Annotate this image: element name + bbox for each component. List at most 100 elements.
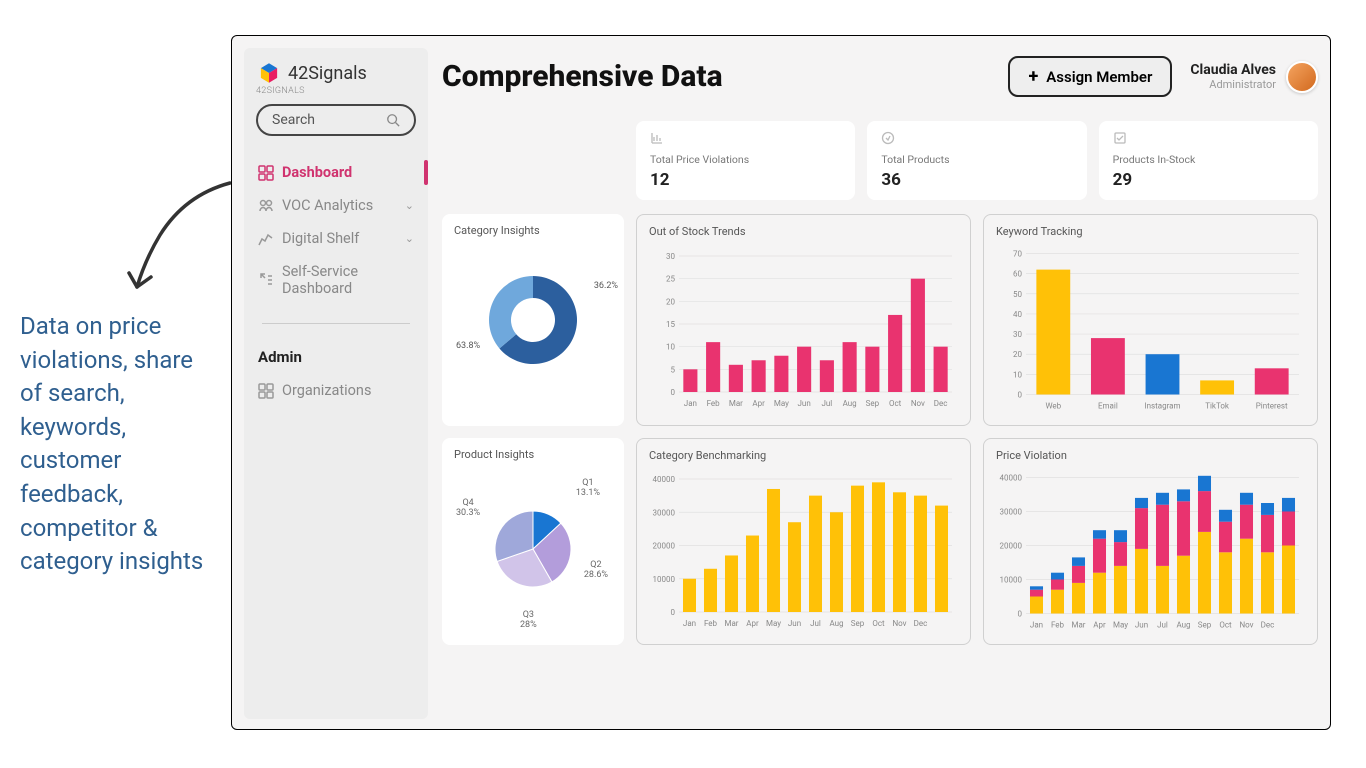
svg-text:Mar: Mar: [1071, 621, 1085, 630]
stat-card: Total Price Violations12: [636, 121, 855, 200]
app-name: 42Signals: [288, 63, 367, 84]
stat-icon: [1113, 131, 1127, 145]
svg-text:Aug: Aug: [1176, 621, 1190, 630]
stat-value: 12: [650, 170, 841, 190]
charts-grid: Category Insights 63.8% 36.2% Out of Sto…: [442, 214, 1318, 638]
svg-text:Jul: Jul: [1157, 621, 1168, 630]
svg-text:Sep: Sep: [1198, 621, 1212, 630]
card-category-benchmarking: Category Benchmarking 010000200003000040…: [636, 438, 971, 645]
svg-text:0: 0: [671, 388, 676, 397]
svg-text:Jun: Jun: [1135, 621, 1148, 630]
plus-icon: +: [1028, 66, 1038, 87]
stat-card: Total Products36: [867, 121, 1086, 200]
card-category-insights: Category Insights 63.8% 36.2%: [442, 214, 624, 426]
user-role: Administrator: [1190, 78, 1276, 91]
card-product-insights: Product Insights Q113.1% Q228.6% Q328% Q…: [442, 438, 624, 645]
svg-text:30: 30: [1013, 330, 1022, 339]
svg-text:May: May: [774, 399, 789, 408]
chart-title: Keyword Tracking: [996, 225, 1305, 238]
svg-text:Feb: Feb: [707, 399, 721, 408]
header-row: Comprehensive Data + Assign Member Claud…: [442, 48, 1318, 97]
chevron-down-icon: ⌄: [405, 199, 414, 212]
svg-text:20: 20: [1013, 350, 1022, 359]
pie-label-q2: Q228.6%: [584, 561, 608, 581]
svg-text:30000: 30000: [1000, 508, 1023, 517]
stat-icon: [650, 131, 664, 145]
bar-chart: 010203040506070WebEmailInstagramTikTokPi…: [996, 246, 1305, 414]
stats-row: Total Price Violations12Total Products36…: [636, 121, 1318, 200]
sidebar-item-label: Self-Service Dashboard: [282, 263, 414, 297]
sidebar-item-label: VOC Analytics: [282, 197, 373, 214]
svg-text:Email: Email: [1098, 402, 1118, 411]
sidebar-item-shelf[interactable]: Digital Shelf⌄: [256, 222, 416, 255]
logo-row: 42Signals: [256, 60, 416, 86]
svg-text:Nov: Nov: [892, 619, 906, 628]
card-keyword-tracking: Keyword Tracking 010203040506070WebEmail…: [983, 214, 1318, 426]
sidebar-item-dashboard[interactable]: Dashboard: [256, 156, 416, 189]
orgs-icon: [258, 383, 274, 399]
main-area: Comprehensive Data + Assign Member Claud…: [442, 48, 1318, 717]
stat-icon: [881, 131, 895, 145]
svg-text:Instagram: Instagram: [1144, 402, 1180, 411]
svg-text:Dec: Dec: [914, 619, 928, 628]
svg-text:Apr: Apr: [752, 399, 765, 408]
annotation-caption: Data on price violations, share of searc…: [20, 310, 215, 579]
logo-icon: [256, 60, 282, 86]
pie-label-q1: Q113.1%: [576, 479, 600, 499]
menu-divider: [262, 323, 410, 324]
svg-text:Mar: Mar: [729, 399, 743, 408]
pie-chart: Q113.1% Q228.6% Q328% Q430.3%: [454, 469, 612, 629]
svg-text:Nov: Nov: [1239, 621, 1253, 630]
search-icon: [386, 113, 400, 127]
card-out-of-stock: Out of Stock Trends 051015202530JanFebMa…: [636, 214, 971, 426]
bar-chart: 010000200003000040000JanFebMarAprMayJunJ…: [996, 470, 1305, 633]
card-price-violation: Price Violation 010000200003000040000Jan…: [983, 438, 1318, 645]
svg-text:Sep: Sep: [851, 619, 865, 628]
svg-text:Oct: Oct: [872, 619, 885, 628]
svg-text:Feb: Feb: [704, 619, 718, 628]
search-input[interactable]: Search: [256, 104, 416, 136]
assign-member-button[interactable]: + Assign Member: [1008, 56, 1172, 97]
stat-label: Total Products: [881, 153, 1072, 166]
svg-text:20000: 20000: [653, 542, 676, 551]
svg-text:Sep: Sep: [866, 399, 880, 408]
voc-icon: [258, 198, 274, 214]
logo-tagline: 42SIGNALS: [256, 86, 305, 96]
svg-text:10000: 10000: [653, 575, 676, 584]
svg-text:Apr: Apr: [1093, 621, 1106, 630]
dashboard-icon: [258, 165, 274, 181]
bar-chart: 051015202530JanFebMarAprMayJunJulAugSepO…: [649, 246, 958, 414]
admin-heading: Admin: [256, 342, 416, 374]
svg-text:Apr: Apr: [746, 619, 759, 628]
svg-text:25: 25: [666, 275, 675, 284]
sidebar-item-orgs[interactable]: Organizations: [256, 374, 416, 407]
svg-text:15: 15: [666, 320, 675, 329]
stat-label: Products In-Stock: [1113, 153, 1304, 166]
svg-text:10000: 10000: [1000, 576, 1023, 585]
user-name: Claudia Alves: [1190, 62, 1276, 78]
svg-text:70: 70: [1013, 250, 1022, 259]
donut-label-minor: 36.2%: [594, 281, 618, 291]
svg-text:Jun: Jun: [788, 619, 801, 628]
svg-text:Jan: Jan: [1030, 621, 1043, 630]
svg-text:40: 40: [1013, 310, 1022, 319]
annotation-arrow: [115, 175, 245, 305]
svg-text:May: May: [1113, 621, 1128, 630]
chart-title: Price Violation: [996, 449, 1305, 462]
user-block[interactable]: Claudia Alves Administrator: [1190, 61, 1318, 93]
svg-text:Nov: Nov: [911, 399, 925, 408]
svg-text:30000: 30000: [653, 508, 676, 517]
svg-text:Oct: Oct: [889, 399, 902, 408]
svg-text:Aug: Aug: [843, 399, 857, 408]
sidebar-item-label: Dashboard: [282, 164, 352, 181]
svg-text:20000: 20000: [1000, 542, 1023, 551]
svg-text:Jun: Jun: [798, 399, 811, 408]
svg-text:Pinterest: Pinterest: [1256, 402, 1288, 411]
svg-text:Jan: Jan: [684, 399, 697, 408]
svg-text:Dec: Dec: [1261, 621, 1275, 630]
svg-text:Web: Web: [1045, 402, 1061, 411]
sidebar-item-self[interactable]: Self-Service Dashboard: [256, 255, 416, 305]
sidebar-item-voc[interactable]: VOC Analytics ⌄: [256, 189, 416, 222]
page-title: Comprehensive Data: [442, 59, 990, 94]
chevron-down-icon: ⌄: [405, 232, 414, 245]
